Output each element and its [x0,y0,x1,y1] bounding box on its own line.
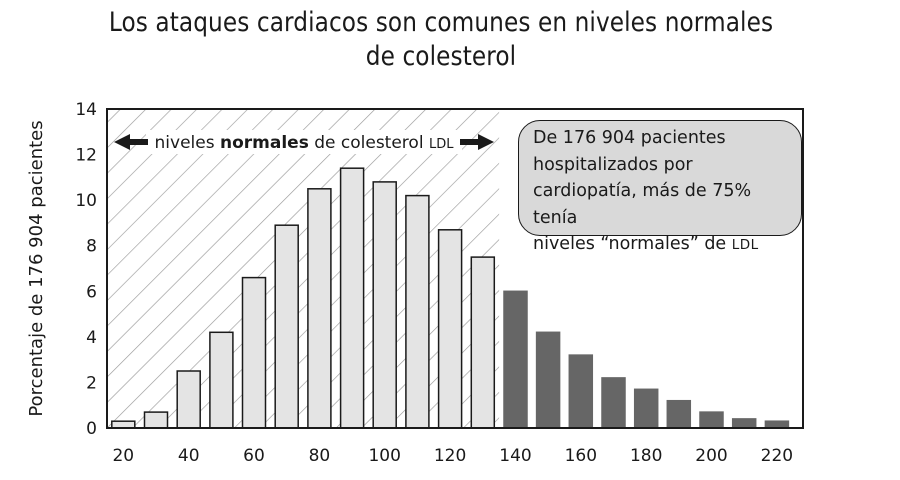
bar-70 [274,224,299,429]
y-tick-0: 0 [86,419,97,439]
bar-40 [176,370,201,429]
normal-range-label-middle: de colesterol [309,133,429,153]
y-tick-14: 14 [75,100,97,120]
bar-110 [405,194,430,429]
normal-range-hatch [107,109,500,428]
normal-range-label: niveles normales de colesterol LDL [155,133,455,153]
callout-line-2: hospitalizados por [533,154,693,175]
y-tick-6: 6 [86,282,97,302]
bar-220 [764,420,790,429]
x-tick-20: 20 [112,446,134,466]
bar-150 [535,331,561,429]
x-tick-120: 120 [434,446,466,466]
chart-title-line-2: de colesterol [365,41,517,72]
bar-210 [731,418,757,429]
arrow-right-icon [460,134,494,150]
bar-30 [143,411,169,429]
x-tick-60: 60 [243,446,265,466]
bar-80 [307,188,332,429]
y-tick-12: 12 [75,146,97,166]
callout-line-3: cardiopatía, más de 75% tenía [533,181,752,228]
normal-range-label-prefix: niveles [155,133,220,153]
callout-box: De 176 904 pacientes hospitalizados por … [518,120,802,254]
y-axis-ticks: 0 2 4 6 8 10 12 14 [75,100,97,439]
bar-130 [470,256,496,429]
chart-title: Los ataques cardiacos son comunes en niv… [62,6,821,74]
x-tick-140: 140 [499,446,531,466]
y-tick-10: 10 [75,191,97,211]
bar-20 [111,420,136,429]
bar-190 [666,399,692,429]
x-tick-40: 40 [178,446,200,466]
bar-160 [568,354,594,429]
bar-170 [601,377,626,429]
chart-title-line-1: Los ataques cardiacos son comunes en niv… [108,7,774,38]
bar-90 [339,167,365,429]
x-tick-160: 160 [565,446,597,466]
bars-group [111,167,790,429]
bar-60 [241,276,267,429]
bar-50 [209,331,234,429]
bar-120 [437,229,463,429]
callout-line-1: De 176 904 pacientes [533,128,726,148]
normal-range-label-bold: normales [220,133,309,153]
y-tick-8: 8 [86,237,97,257]
normal-range-label-background [146,130,462,154]
x-tick-220: 220 [761,446,793,466]
x-tick-100: 100 [368,446,400,466]
bar-200 [699,411,724,429]
x-axis-ticks: 20 40 60 80 100 120 140 160 180 200 220 [112,446,793,466]
plot-frame [106,108,804,429]
bar-180 [633,388,659,429]
callout-ldl: LDL [731,237,759,253]
bar-100 [372,181,397,429]
y-tick-2: 2 [86,373,97,393]
callout-line-4: niveles “normales” de LDL [533,231,791,259]
arrow-left-icon [114,134,148,150]
x-tick-200: 200 [695,446,727,466]
callout-line-4-text: niveles “normales” de [533,234,732,254]
normal-range-label-ldl: LDL [429,137,454,152]
y-tick-4: 4 [86,328,97,348]
bar-140 [503,290,528,429]
y-axis-label: Porcentaje de 176 904 pacientes [26,120,47,416]
x-tick-80: 80 [309,446,331,466]
x-tick-180: 180 [630,446,662,466]
